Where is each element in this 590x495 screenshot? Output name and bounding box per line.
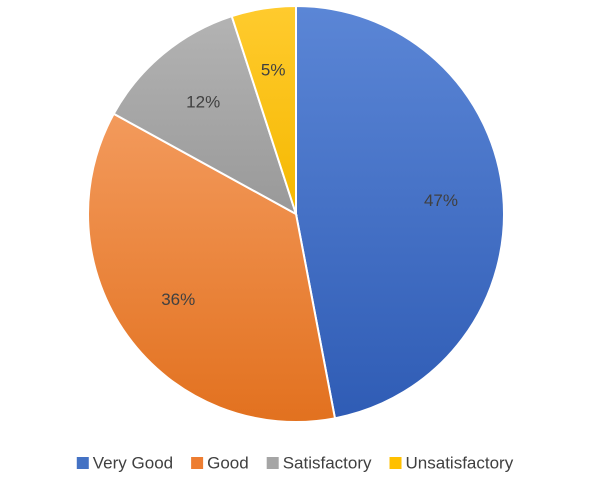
slice-value-label: 12%	[186, 92, 220, 111]
legend-label-unsatisfactory: Unsatisfactory	[406, 454, 514, 473]
pie-slice-unsatisfactory	[230, 4, 297, 215]
pie-slice-very-good	[295, 4, 505, 420]
legend-swatch-very-good	[76, 457, 89, 469]
legend-swatch-good	[191, 457, 204, 469]
legend-label-good: Good	[207, 454, 249, 473]
legend-label-very-good: Very Good	[93, 454, 173, 473]
pie-slices	[87, 4, 505, 423]
slice-value-label: 5%	[261, 61, 286, 80]
slice-value-label: 36%	[161, 290, 195, 309]
pie-value-labels: 47% 36% 12% 5%	[161, 61, 458, 309]
legend-swatch-satisfactory	[266, 457, 279, 469]
pie-slice-good	[87, 112, 337, 423]
legend: Very Good Good Satisfactory Unsatisfactory	[76, 454, 514, 473]
slice-value-label: 47%	[424, 191, 458, 210]
legend-label-satisfactory: Satisfactory	[283, 454, 372, 473]
pie-slice-satisfactory	[112, 14, 298, 217]
legend-swatch-unsatisfactory	[389, 457, 402, 469]
